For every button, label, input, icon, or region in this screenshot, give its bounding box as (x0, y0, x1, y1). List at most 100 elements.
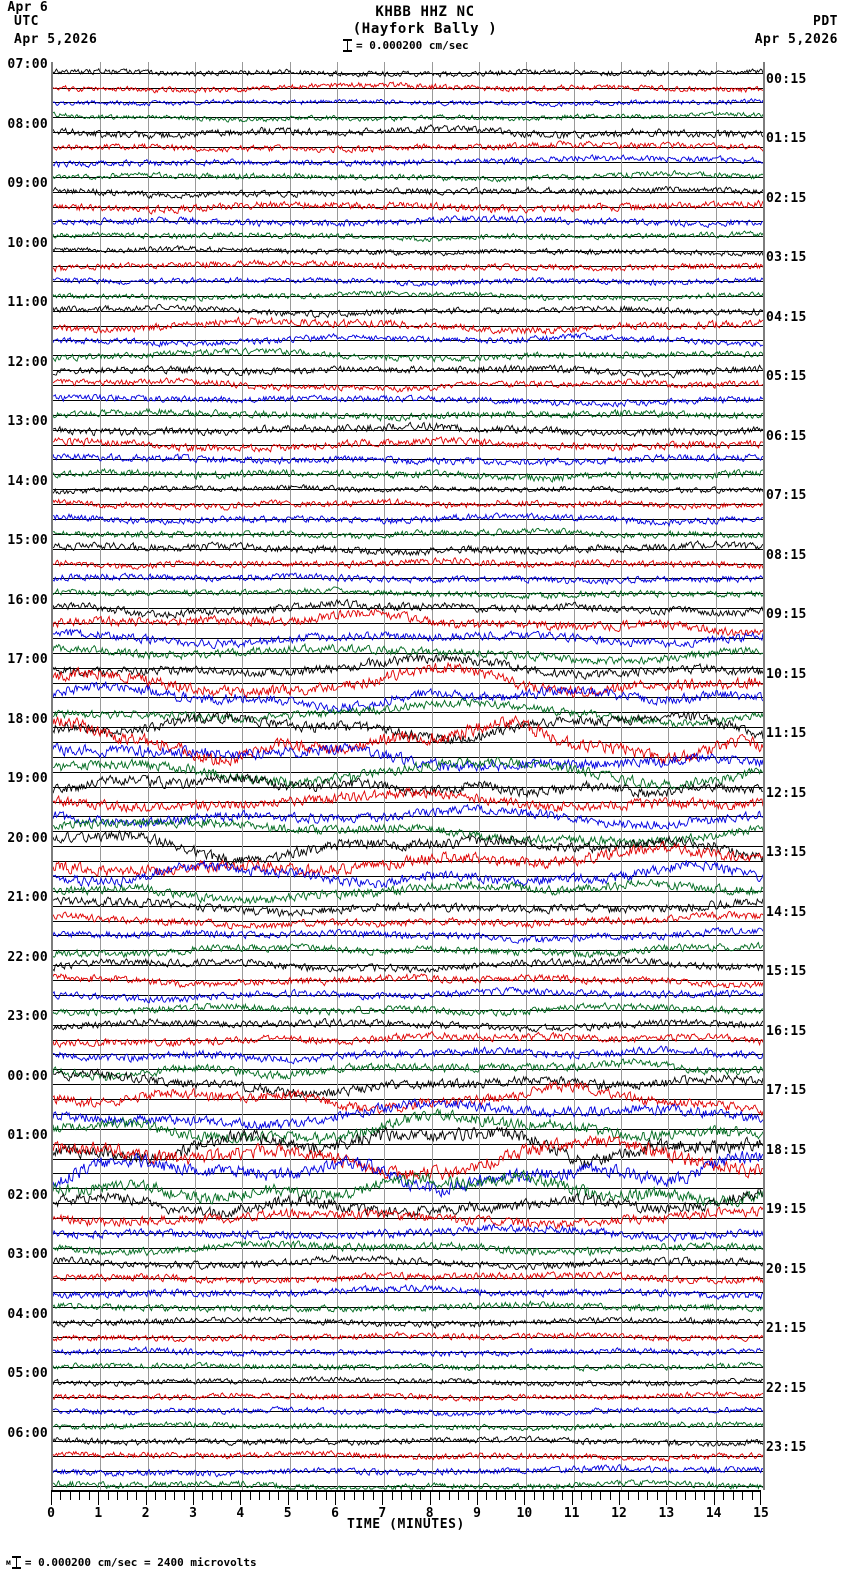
pdt-hour-label: 00:15 (766, 71, 807, 87)
utc-hour-label: 18:00 (7, 711, 48, 727)
seismic-trace (53, 364, 763, 379)
axis-tick-minor (609, 1492, 611, 1500)
axis-tick-minor (174, 1492, 176, 1500)
utc-hour-label: 20:00 (7, 830, 48, 846)
seismic-trace (53, 259, 763, 273)
pdt-hour-label: 20:15 (766, 1261, 807, 1277)
seismic-trace (53, 1479, 763, 1490)
axis-tick-major (477, 1492, 478, 1505)
axis-tick-minor (79, 1492, 81, 1500)
seismic-trace (53, 185, 763, 200)
axis-tick-minor (694, 1492, 696, 1500)
scale-legend: = 0.000200 cm/sec (343, 39, 469, 52)
utc-time-axis: 07:00 08:00 09:00 10:00 11:00 12:00 13:00 14:00… (0, 0, 48, 1584)
seismic-trace (53, 786, 763, 814)
trace-svg (53, 62, 763, 1490)
pdt-hour-label: 04:15 (766, 309, 807, 325)
axis-tick-minor (297, 1492, 299, 1500)
axis-tick-minor (685, 1492, 687, 1500)
pdt-hour-label: 12:15 (766, 785, 807, 801)
seismic-trace (53, 452, 763, 467)
axis-title: TIME (MINUTES) (347, 1517, 465, 1532)
seismic-trace (53, 421, 763, 438)
axis-tick-minor (183, 1492, 185, 1500)
seismic-trace (53, 1169, 763, 1208)
axis-tick-minor (88, 1492, 90, 1500)
seismic-trace (53, 377, 763, 393)
axis-tick-minor (202, 1492, 204, 1500)
seismic-trace (53, 628, 763, 650)
utc-hour-label: 04:00 (7, 1306, 48, 1322)
pdt-hour-label: 01:15 (766, 131, 807, 147)
seismic-trace (53, 1223, 763, 1243)
seismic-trace (53, 1300, 763, 1313)
seismic-trace (53, 1239, 763, 1257)
axis-tick-minor (363, 1492, 365, 1500)
axis-tick-minor (656, 1492, 658, 1500)
axis-tick-label: 2 (141, 1506, 150, 1521)
seismic-trace (53, 436, 763, 453)
seismic-trace (53, 1068, 763, 1099)
axis-tick-minor (211, 1492, 213, 1500)
seismic-trace (53, 710, 763, 745)
ibeam-scale-icon (11, 1556, 21, 1569)
seismic-trace (53, 1284, 763, 1301)
seismic-trace (53, 661, 763, 698)
utc-hour-label: 07:00 (7, 57, 48, 72)
seismic-trace (53, 169, 763, 183)
seismic-trace (53, 1001, 763, 1018)
utc-date-label: Apr 5,2026 (14, 32, 98, 47)
axis-tick-major (193, 1492, 194, 1505)
axis-tick-label: 3 (189, 1506, 197, 1521)
utc-hour-label: 09:00 (7, 176, 48, 191)
axis-tick-label: 7 (378, 1506, 387, 1521)
seismic-trace (53, 124, 763, 140)
axis-tick-label: 12 (611, 1506, 627, 1521)
seismic-trace (53, 941, 763, 959)
pdt-hour-label: 02:15 (766, 190, 807, 206)
axis-tick-minor (316, 1492, 318, 1500)
utc-hour-label: 19:00 (7, 771, 48, 786)
seismogram-canvas (51, 62, 765, 1490)
axis-tick-label: 14 (705, 1506, 722, 1521)
axis-tick-label: 5 (283, 1506, 292, 1521)
seismic-trace (53, 1375, 763, 1388)
seismic-trace (53, 467, 763, 483)
axis-tick-minor (581, 1492, 583, 1500)
pdt-hour-label: 10:15 (766, 666, 807, 682)
utc-hour-label: 06:00 (7, 1425, 48, 1441)
axis-tick-minor (391, 1492, 393, 1500)
seismic-trace (53, 527, 763, 540)
axis-tick-minor (458, 1492, 460, 1500)
axis-tick-minor (533, 1492, 535, 1500)
axis-tick-major (145, 1492, 147, 1505)
axis-tick-minor (704, 1492, 706, 1500)
footer-scale-note: м = 0.000200 cm/sec = 2400 microvolts (6, 1556, 257, 1569)
pdt-hour-label: 03:15 (766, 250, 807, 266)
axis-tick-major (287, 1492, 289, 1505)
seismic-trace (53, 111, 763, 123)
axis-tick-major (571, 1492, 573, 1505)
axis-tick-label: 0 (47, 1506, 55, 1521)
axis-tick-major (760, 1492, 761, 1505)
axis-tick-label: 15 (753, 1506, 769, 1521)
seismic-trace (53, 773, 763, 799)
axis-tick-minor (69, 1492, 71, 1500)
axis-tick-minor (325, 1492, 327, 1500)
seismic-trace (53, 654, 763, 680)
seismic-trace (53, 572, 763, 586)
seismic-trace (53, 1018, 763, 1033)
axis-tick-minor (514, 1492, 516, 1500)
chart-header: UTC Apr 5,2026 PDT Apr 5,2026 KHBB HHZ N… (0, 0, 850, 60)
seismic-trace (53, 1331, 763, 1343)
station-code-title: KHBB HHZ NC (375, 4, 475, 20)
axis-tick-label: 13 (658, 1506, 675, 1521)
seismic-trace (53, 973, 763, 989)
station-name-title: (Hayfork Bally ) (352, 21, 498, 37)
axis-tick-label: 10 (516, 1506, 533, 1521)
seismic-trace (53, 697, 763, 729)
pdt-hour-label: 16:15 (766, 1023, 807, 1039)
axis-tick-minor (590, 1492, 592, 1500)
seismic-trace (53, 1463, 763, 1478)
